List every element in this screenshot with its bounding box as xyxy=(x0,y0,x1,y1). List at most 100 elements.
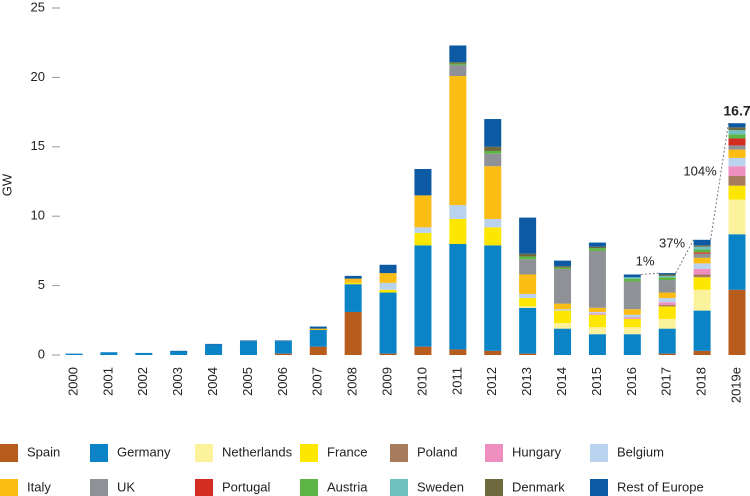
annotation: 104% xyxy=(683,163,717,178)
bar-segment xyxy=(519,353,537,355)
bar-segment xyxy=(728,123,746,128)
bar-segment xyxy=(623,314,641,318)
bar-segment xyxy=(728,149,746,158)
legend-label: Rest of Europe xyxy=(617,479,704,494)
bar-segment xyxy=(554,309,572,311)
x-tick-label: 2004 xyxy=(205,367,220,396)
legend-label: Austria xyxy=(327,479,368,494)
x-tick-label: 2013 xyxy=(519,367,534,396)
legend-swatch xyxy=(485,479,503,496)
x-tick-label: 2012 xyxy=(484,367,499,396)
bar-segment xyxy=(344,284,362,312)
bar-segment xyxy=(170,350,188,352)
bar-segment xyxy=(623,274,641,278)
legend-swatch xyxy=(90,479,108,496)
legend-swatch xyxy=(195,444,213,462)
bar-segment xyxy=(449,62,467,64)
legend-label: Italy xyxy=(27,479,51,494)
bar-segment xyxy=(623,327,641,335)
bar-segment xyxy=(205,344,223,355)
legend-swatch xyxy=(90,444,108,462)
bar-segment xyxy=(554,310,572,324)
x-tick-label: 2005 xyxy=(240,367,255,396)
bar-segment xyxy=(554,267,572,269)
bar-segment xyxy=(379,273,397,283)
bar-segment xyxy=(449,63,467,65)
bar-segment xyxy=(484,150,502,154)
bar-segment xyxy=(728,234,746,290)
x-tick-label: 2000 xyxy=(65,367,80,396)
bar-segment xyxy=(344,282,362,285)
bar-segment xyxy=(449,45,467,63)
bar-segment xyxy=(135,352,153,355)
y-tick-label: 10 xyxy=(31,208,45,223)
x-tick-label: 2015 xyxy=(589,367,604,396)
annotation: 16.7 xyxy=(723,103,750,119)
bar-segment xyxy=(728,157,746,167)
bar-segment xyxy=(588,327,606,335)
bar-segment xyxy=(588,311,606,314)
legend-label: Spain xyxy=(27,444,60,459)
bar-segment xyxy=(693,253,711,258)
bar-segment xyxy=(693,257,711,264)
bar-segment xyxy=(693,277,711,290)
legend-label: Portugal xyxy=(222,479,271,494)
bar-segment xyxy=(519,293,537,299)
bar-segment xyxy=(379,292,397,354)
bar-segment xyxy=(239,340,257,342)
bar-segment xyxy=(658,306,676,319)
bar-segment xyxy=(623,278,641,282)
x-tick-label: 2017 xyxy=(659,367,674,396)
bar-segment xyxy=(414,227,432,233)
bar-segment xyxy=(728,138,746,146)
annotation: 37% xyxy=(659,235,685,250)
x-tick-label: 2014 xyxy=(554,367,569,396)
bar-segment xyxy=(623,281,641,310)
bar-segment xyxy=(519,259,537,275)
bar-segment xyxy=(623,309,641,315)
bar-segment xyxy=(623,277,641,279)
bar-segment xyxy=(554,328,572,355)
bar-segment xyxy=(274,341,292,354)
bar-segment xyxy=(519,217,537,254)
bar-segment xyxy=(519,298,537,307)
legend-label: Denmark xyxy=(512,479,565,494)
bar-segment xyxy=(693,310,711,351)
y-axis-label: GW xyxy=(0,173,14,196)
bar-segment xyxy=(379,264,397,274)
bar-segment xyxy=(588,314,606,328)
legend-swatch xyxy=(485,444,503,462)
bar-segment xyxy=(658,280,676,293)
bar-segment xyxy=(274,353,292,355)
bar-segment xyxy=(658,328,676,354)
bar-segment xyxy=(623,334,641,355)
bar-segment xyxy=(728,166,746,176)
bar-segment xyxy=(658,274,676,276)
bar-segment xyxy=(449,76,467,206)
bar-segment xyxy=(484,227,502,246)
legend-label: Belgium xyxy=(617,444,664,459)
bar-segment xyxy=(484,245,502,351)
legend-label: Sweden xyxy=(417,479,464,494)
bar-segment xyxy=(205,343,223,345)
bar-segment xyxy=(344,311,362,355)
legend-label: Netherlands xyxy=(222,444,293,459)
x-tick-label: 2002 xyxy=(135,367,150,396)
bar-segment xyxy=(658,353,676,355)
bar-segment xyxy=(100,352,118,355)
legend-label: Germany xyxy=(117,444,171,459)
bar-segment xyxy=(484,350,502,355)
bar-segment xyxy=(554,268,572,304)
growth-connector xyxy=(710,123,729,240)
bar-segment xyxy=(693,239,711,246)
legend-swatch xyxy=(390,444,408,462)
bar-segment xyxy=(484,218,502,228)
x-tick-label: 2010 xyxy=(414,367,429,396)
legend-label: France xyxy=(327,444,367,459)
x-tick-label: 2009 xyxy=(379,367,394,396)
bar-segment xyxy=(693,274,711,278)
bar-segment xyxy=(728,130,746,135)
legend-label: Poland xyxy=(417,444,457,459)
bar-segment xyxy=(65,353,83,355)
